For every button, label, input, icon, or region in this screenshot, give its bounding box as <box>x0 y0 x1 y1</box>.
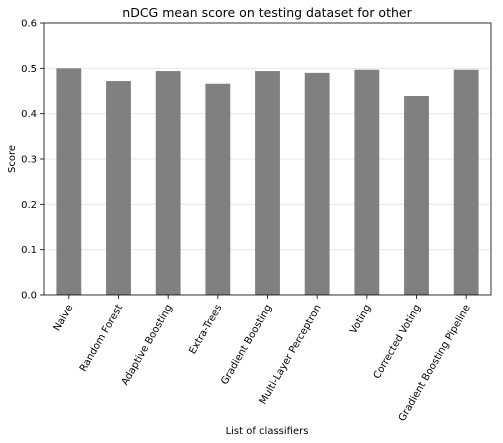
chart-title: nDCG mean score on testing dataset for o… <box>122 5 412 20</box>
bar <box>453 69 479 296</box>
bar <box>205 83 231 295</box>
x-tick-label: Gradient Boosting <box>219 303 274 387</box>
y-tick-label: 0.0 <box>21 291 37 302</box>
y-axis-label: Score <box>7 145 18 173</box>
x-axis-label: List of classifiers <box>226 426 309 437</box>
y-tick-label: 0.2 <box>21 200 37 211</box>
bar <box>304 72 330 295</box>
x-tick-label: Extra-Trees <box>187 303 224 356</box>
bar <box>354 69 380 296</box>
bars <box>56 68 479 296</box>
bar <box>155 71 181 295</box>
bar <box>255 71 280 295</box>
x-tick-label: Adaptive Boosting <box>120 303 175 387</box>
y-tick-label: 0.4 <box>21 109 37 120</box>
x-tick-label: Corrected Voting <box>372 303 423 381</box>
x-tick-label: Random Forest <box>78 303 125 374</box>
y-tick-label: 0.3 <box>21 155 37 166</box>
bar <box>404 95 429 295</box>
bar <box>106 81 131 295</box>
y-tick-label: 0.6 <box>21 19 37 30</box>
y-tick-label: 0.1 <box>21 245 37 256</box>
x-tick-label: Voting <box>348 303 373 336</box>
y-tick-label: 0.5 <box>21 64 37 75</box>
x-tick-label: Naive <box>52 303 76 333</box>
y-axis: 0.0 0.1 0.2 0.3 0.4 0.5 0.6 <box>21 19 44 302</box>
bar <box>56 68 82 295</box>
